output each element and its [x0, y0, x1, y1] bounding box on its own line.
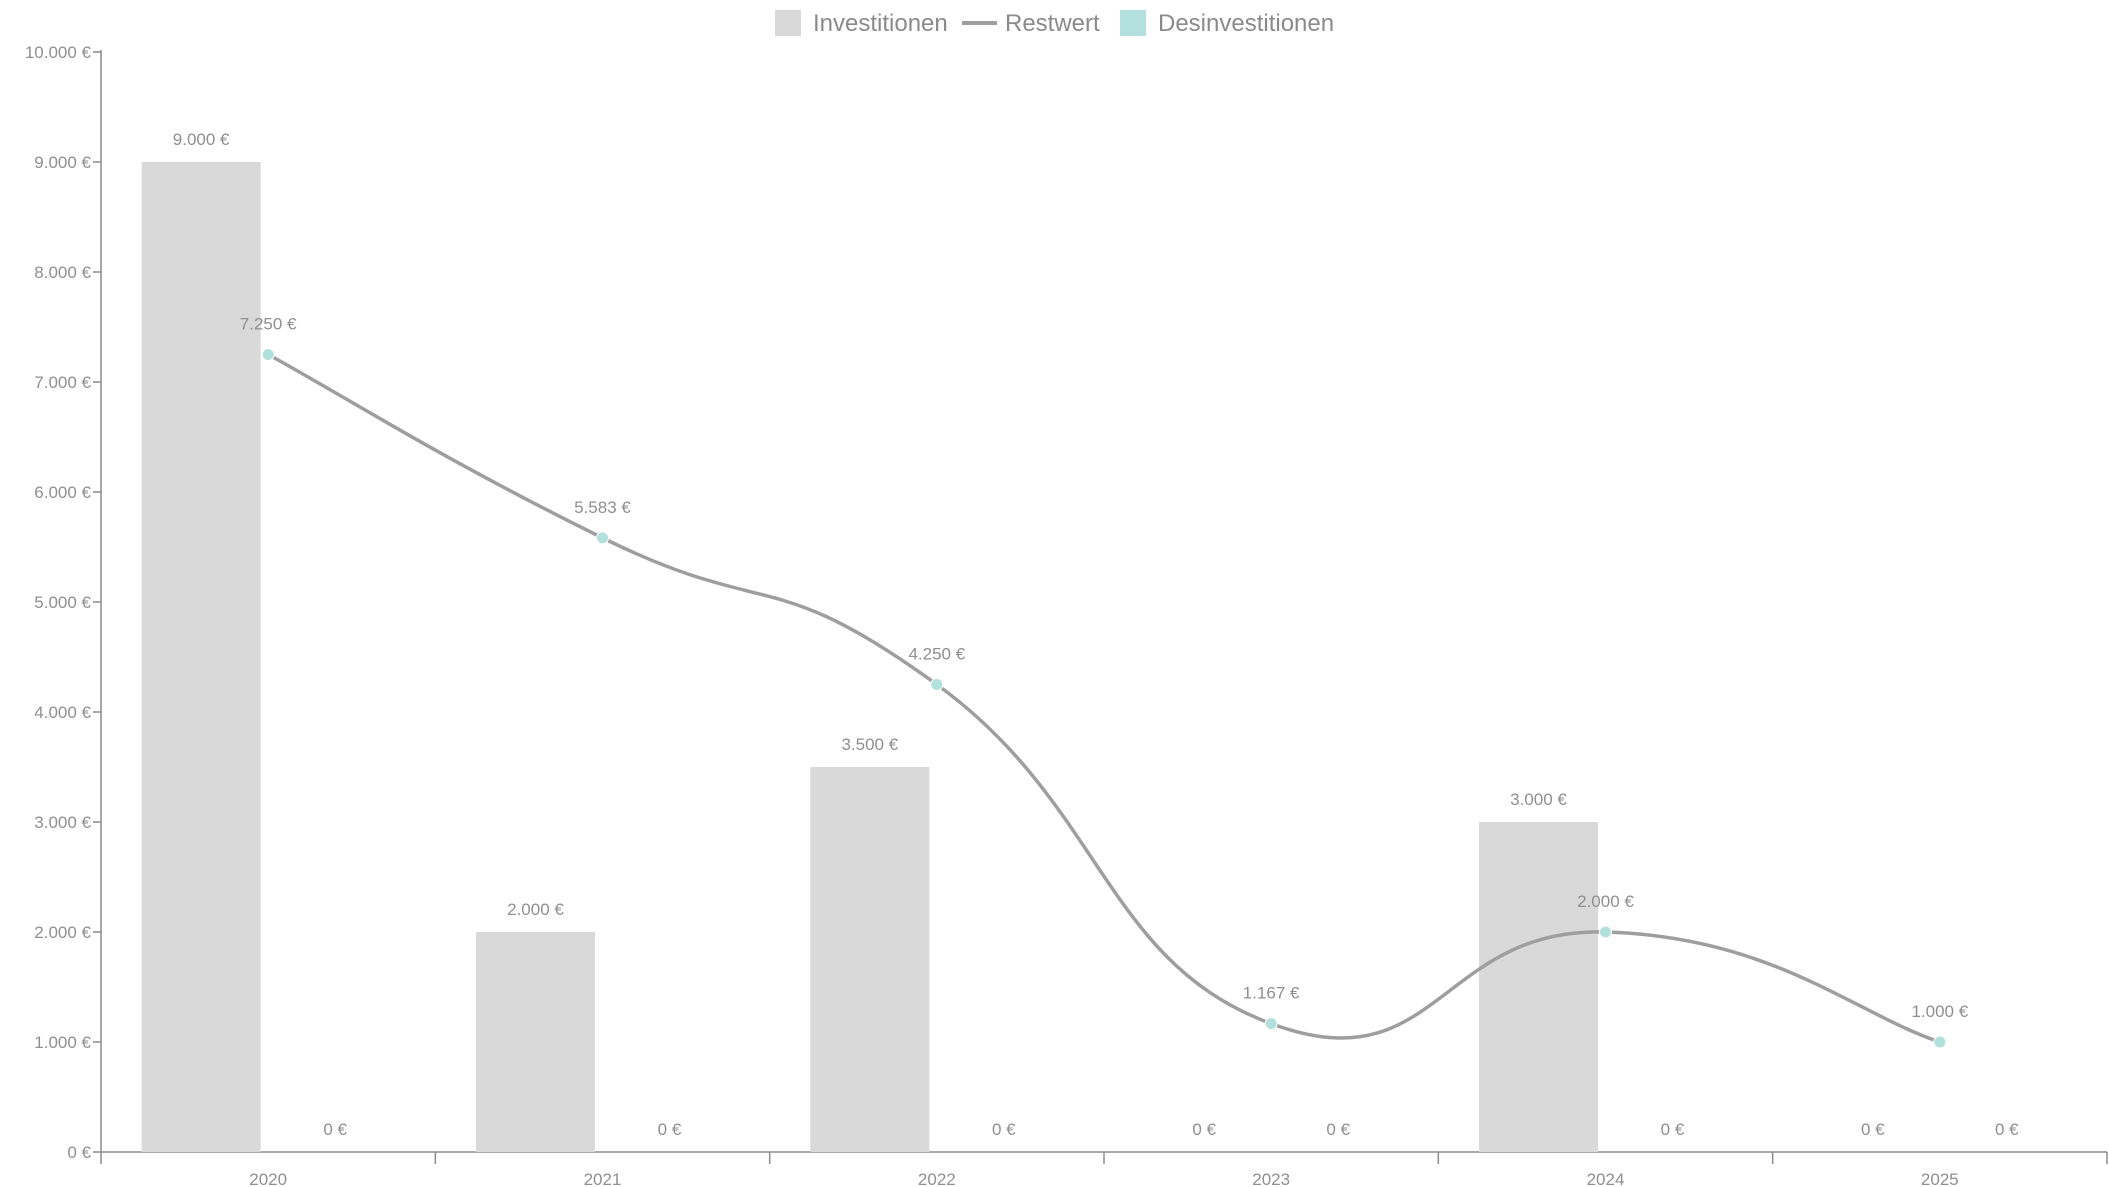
legend-label-desinvestitionen: Desinvestitionen — [1158, 10, 1334, 37]
restwert-label: 1.000 € — [1911, 1002, 1968, 1021]
restwert-label: 4.250 € — [908, 645, 965, 664]
line-layer — [261, 348, 1947, 1049]
desinvestitionen-label: 0 € — [323, 1120, 347, 1139]
restwert-label: 2.000 € — [1577, 892, 1634, 911]
investitionen-label: 9.000 € — [173, 130, 230, 149]
y-tick-label: 8.000 € — [34, 263, 91, 282]
y-tick-label: 0 € — [67, 1143, 91, 1162]
x-tick-label: 2025 — [1921, 1170, 1959, 1187]
restwert-line — [267, 352, 1941, 1044]
y-tick-label: 9.000 € — [34, 153, 91, 172]
investitionen-label: 3.000 € — [1510, 790, 1567, 809]
bar-investitionen — [1479, 822, 1598, 1152]
restwert-point — [261, 348, 275, 361]
legend-label-restwert: Restwert — [1005, 10, 1100, 37]
bar-investitionen — [476, 932, 595, 1152]
restwert-point — [1599, 925, 1612, 939]
y-tick-label: 1.000 € — [34, 1033, 91, 1052]
x-tick-label: 2023 — [1252, 1170, 1290, 1187]
data-labels: 9.000 € 0 € 2.000 € 0 € 3.500 € 0 € 0 € 0 € 3.00… — [173, 130, 2019, 1139]
investitionen-label: 3.500 € — [841, 735, 898, 754]
legend-label-investitionen: Investitionen — [813, 10, 948, 37]
y-tick-label: 3.000 € — [34, 813, 91, 832]
restwert-label: 1.167 € — [1243, 984, 1300, 1003]
axes: 0 € 1.000 € 2.000 € 3.000 € 4.000 € 5.000 € 6.… — [25, 43, 2108, 1187]
desinvestitionen-label: 0 € — [1995, 1120, 2019, 1139]
desinvestitionen-label: 0 € — [658, 1120, 682, 1139]
bar-investitionen — [810, 767, 930, 1152]
bars — [141, 162, 1598, 1152]
bar-investitionen — [141, 162, 261, 1152]
desinvestitionen-label: 0 € — [992, 1120, 1016, 1139]
y-tick-label: 5.000 € — [34, 593, 91, 612]
restwert-point — [596, 531, 609, 545]
legend-swatch-investitionen — [775, 10, 801, 36]
x-tick-label: 2022 — [918, 1170, 956, 1187]
legend-swatch-desinvestitionen — [1120, 10, 1146, 36]
restwert-point — [1933, 1035, 1947, 1049]
restwert-label: 5.583 € — [574, 498, 631, 517]
y-tick-label: 4.000 € — [34, 703, 91, 722]
restwert-point — [1264, 1017, 1278, 1031]
investitionen-label: 2.000 € — [507, 900, 564, 919]
x-tick-label: 2024 — [1587, 1170, 1625, 1187]
y-tick-label: 2.000 € — [34, 923, 91, 942]
y-tick-label: 7.000 € — [34, 373, 91, 392]
desinvestitionen-label: 0 € — [1326, 1120, 1350, 1139]
x-tick-label: 2021 — [584, 1170, 622, 1187]
x-tick-label: 2020 — [249, 1170, 287, 1187]
y-tick-label: 10.000 € — [25, 43, 92, 62]
investitionen-label: 0 € — [1861, 1120, 1885, 1139]
restwert-label: 7.250 € — [240, 315, 297, 334]
legend: Investitionen Restwert Desinvestitionen — [775, 10, 1334, 37]
restwert-point — [930, 678, 944, 691]
desinvestitionen-label: 0 € — [1661, 1120, 1685, 1139]
y-tick-label: 6.000 € — [34, 483, 91, 502]
investitionen-label: 0 € — [1192, 1120, 1216, 1139]
